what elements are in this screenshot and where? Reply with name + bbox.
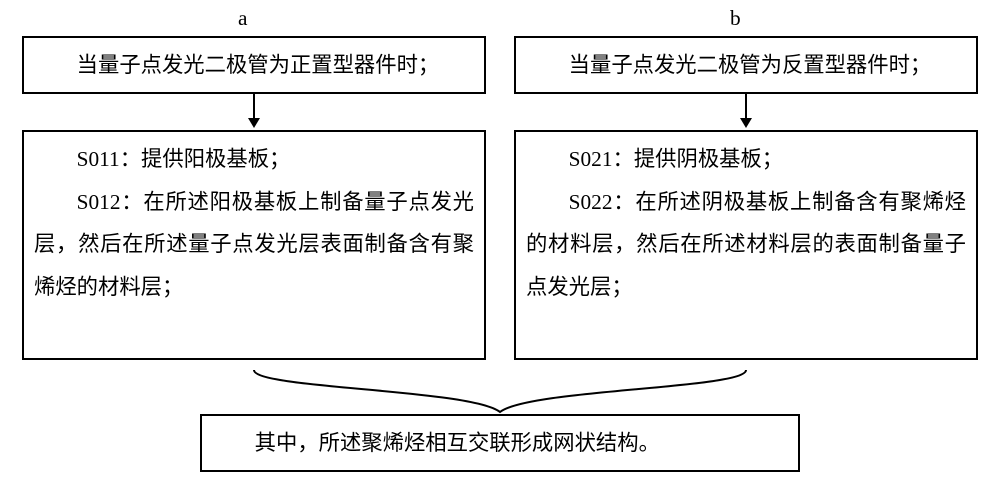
step-line: S021：提供阴极基板； (526, 138, 966, 181)
box-a-steps: S011：提供阳极基板；S012：在所述阳极基板上制备量子点发光层，然后在所述量… (22, 130, 486, 360)
box-b-steps: S021：提供阴极基板；S022：在所述阴极基板上制备含有聚烯烃的材料层，然后在… (514, 130, 978, 360)
box-a-condition-text: 当量子点发光二极管为正置型器件时； (77, 53, 440, 77)
merge-brace (250, 370, 750, 412)
box-a-steps-content: S011：提供阳极基板；S012：在所述阳极基板上制备量子点发光层，然后在所述量… (24, 132, 484, 315)
box-a-condition: 当量子点发光二极管为正置型器件时； (22, 36, 486, 94)
box-b-condition: 当量子点发光二极管为反置型器件时； (514, 36, 978, 94)
box-b-condition-text: 当量子点发光二极管为反置型器件时； (569, 53, 932, 77)
step-line: S012：在所述阳极基板上制备量子点发光层，然后在所述量子点发光层表面制备含有聚… (34, 181, 474, 309)
box-footer: 其中，所述聚烯烃相互交联形成网状结构。 (200, 414, 800, 472)
column-label-a: a (238, 6, 247, 31)
column-label-b: b (730, 6, 741, 31)
box-footer-text: 其中，所述聚烯烃相互交联形成网状结构。 (255, 431, 660, 455)
box-b-steps-content: S021：提供阴极基板；S022：在所述阴极基板上制备含有聚烯烃的材料层，然后在… (516, 132, 976, 315)
step-line: S022：在所述阴极基板上制备含有聚烯烃的材料层，然后在所述材料层的表面制备量子… (526, 181, 966, 309)
step-line: S011：提供阳极基板； (34, 138, 474, 181)
diagram-canvas: a b 当量子点发光二极管为正置型器件时； 当量子点发光二极管为反置型器件时； … (0, 0, 1000, 502)
